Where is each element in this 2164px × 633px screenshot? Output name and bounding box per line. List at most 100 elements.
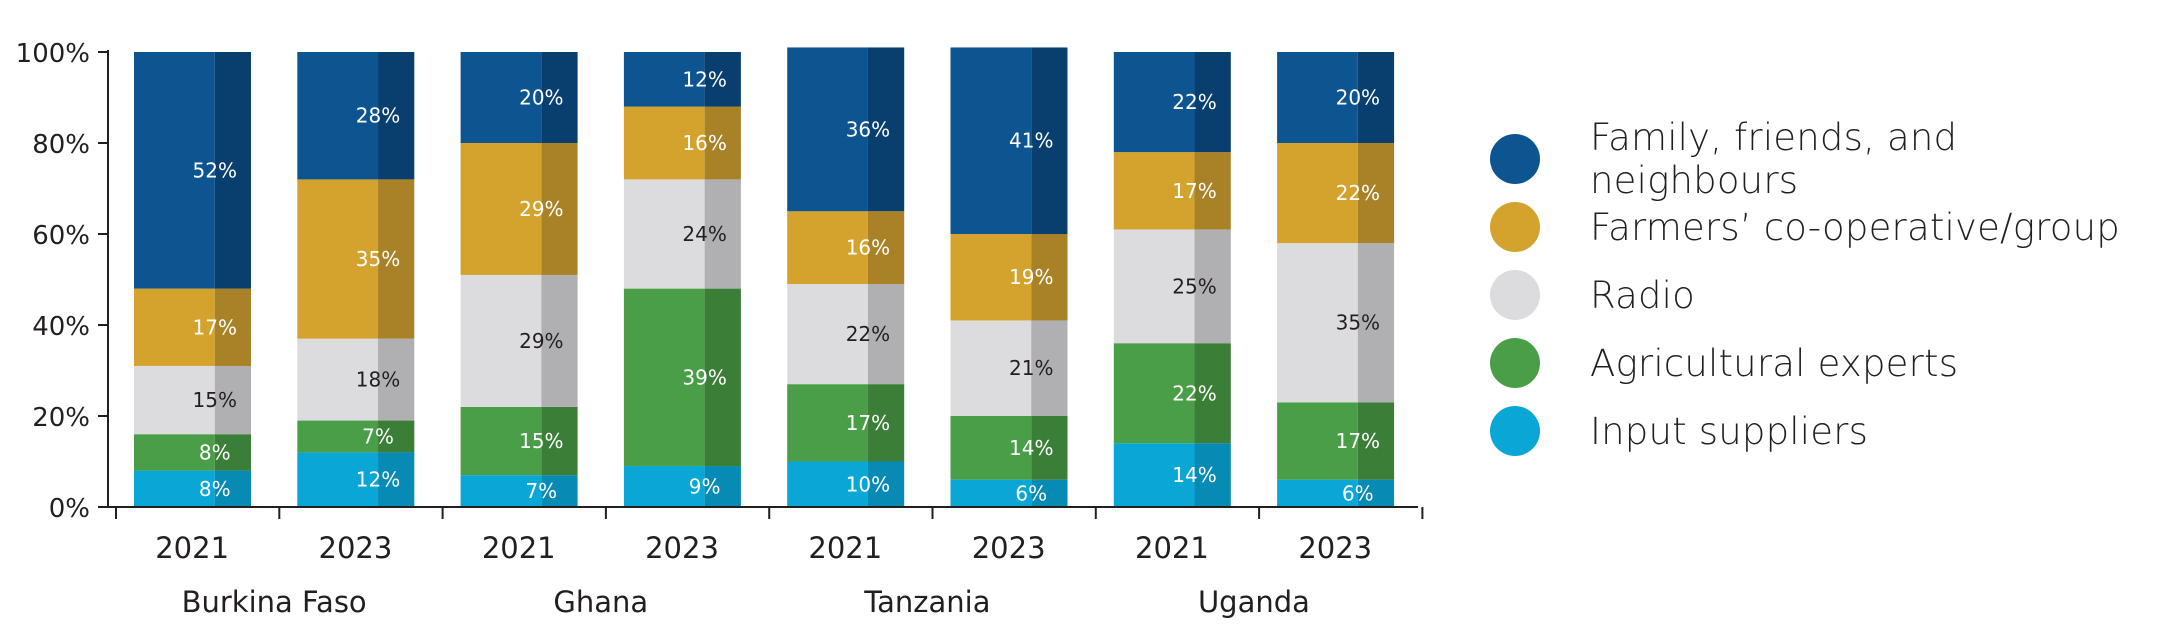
data-label-radio-6: 25% (1172, 274, 1216, 298)
group-label-ghana: Ghana (553, 585, 648, 619)
bar-segment-family-friends-and-neighbours-6 (1113, 52, 1195, 153)
x-tick-label-0: 2021 (155, 531, 229, 565)
bar-segment-input-suppliers-0 (134, 470, 215, 507)
bar-segment-shade-agricultural-experts-4 (867, 384, 905, 462)
bar-segment-radio-3 (623, 179, 705, 289)
y-tick-label-4: 80% (32, 130, 90, 160)
y-tick-label-2: 40% (32, 312, 90, 342)
legend-label-radio: Radio (1590, 273, 1695, 317)
x-tick-label-6: 2021 (1135, 531, 1209, 565)
bar-segment-farmers-co-operative-group-0 (134, 288, 215, 366)
data-label-radio-1: 18% (356, 368, 400, 392)
bar-segment-shade-radio-4 (867, 284, 905, 385)
bar-segment-family-friends-and-neighbours-4 (787, 47, 868, 212)
data-label-farmers-co-operative-group-6: 17% (1172, 179, 1216, 203)
data-label-family-friends-and-neighbours-6: 22% (1172, 90, 1216, 114)
bar-segment-radio-2 (460, 274, 542, 407)
bar-segment-input-suppliers-1 (297, 452, 379, 507)
data-label-farmers-co-operative-group-7: 22% (1336, 181, 1380, 205)
bar-segment-input-suppliers-6 (1113, 443, 1195, 507)
bar-segment-family-friends-and-neighbours-5 (950, 47, 1032, 235)
data-label-family-friends-and-neighbours-3: 12% (682, 67, 726, 91)
bar-segment-shade-agricultural-experts-3 (704, 288, 741, 467)
bar-segment-input-suppliers-2 (460, 475, 542, 507)
bar-segment-agricultural-experts-5 (950, 416, 1032, 480)
legend-label-cooperative: Farmers’ co-operative/group (1590, 205, 2120, 249)
bar-segment-agricultural-experts-1 (297, 420, 379, 453)
data-label-input-suppliers-7: 6% (1342, 481, 1374, 505)
bar-segment-shade-family-friends-and-neighbours-3 (704, 52, 741, 107)
bar-segment-input-suppliers-3 (623, 466, 705, 507)
legend-item-radio: Radio (1490, 261, 2164, 329)
bar-segment-agricultural-experts-0 (134, 434, 215, 471)
bar-segment-shade-radio-1 (378, 338, 415, 421)
chart-legend: Family, friends, and neighbours Farmers’… (1490, 116, 2164, 465)
legend-item-family: Family, friends, and neighbours (1490, 116, 2164, 202)
bar-segment-shade-input-suppliers-0 (214, 470, 251, 507)
legend-item-cooperative: Farmers’ co-operative/group (1490, 193, 2164, 261)
bar-segment-family-friends-and-neighbours-1 (297, 52, 379, 180)
bar-segment-radio-1 (297, 338, 379, 421)
bar-segment-shade-farmers-co-operative-group-2 (541, 143, 578, 275)
x-tick-label-2: 2021 (482, 531, 556, 565)
bar-segment-shade-radio-5 (1031, 320, 1068, 416)
bar-segment-shade-family-friends-and-neighbours-1 (378, 52, 415, 180)
legend-label-agricultural-experts: Agricultural experts (1590, 341, 1959, 385)
legend-swatch-family (1490, 134, 1540, 184)
bar-segment-shade-input-suppliers-3 (704, 466, 741, 507)
stacked-bar-chart: 8% 8% 15% 17% 52% 12% 7% 18% 35% 28% 7% 15% 29% 29% 20… (16, 39, 1424, 619)
bar-segment-shade-radio-3 (704, 179, 741, 289)
data-label-farmers-co-operative-group-0: 17% (193, 315, 237, 339)
data-label-agricultural-experts-3: 39% (682, 365, 726, 389)
bar-segment-shade-family-friends-and-neighbours-7 (1357, 52, 1395, 143)
bar-segment-shade-farmers-co-operative-group-3 (704, 106, 741, 180)
legend-swatch-input-suppliers (1490, 406, 1540, 456)
legend-swatch-agricultural-experts (1490, 338, 1540, 388)
bar-segment-shade-family-friends-and-neighbours-2 (541, 52, 578, 143)
y-tick-label-0: 0% (49, 494, 90, 524)
bar-segment-shade-agricultural-experts-2 (541, 406, 578, 476)
bar-segment-shade-agricultural-experts-5 (1031, 416, 1068, 480)
bar-segment-shade-farmers-co-operative-group-0 (214, 288, 251, 366)
data-label-radio-3: 24% (682, 222, 726, 246)
bar-segment-radio-0 (134, 365, 215, 435)
data-label-family-friends-and-neighbours-4: 36% (846, 117, 890, 141)
bar-segment-family-friends-and-neighbours-3 (623, 52, 705, 107)
bar-segment-shade-input-suppliers-4 (867, 461, 905, 507)
bar-segment-shade-family-friends-and-neighbours-4 (867, 47, 905, 212)
bar-segment-shade-agricultural-experts-7 (1357, 402, 1395, 480)
bar-segment-radio-6 (1113, 229, 1195, 344)
legend-label-family: Family, friends, and neighbours (1590, 116, 1958, 202)
bar-segment-family-friends-and-neighbours-7 (1277, 52, 1358, 143)
bar-segment-shade-agricultural-experts-6 (1194, 343, 1231, 444)
x-tick-label-5: 2023 (972, 531, 1046, 565)
bar-segment-shade-farmers-co-operative-group-6 (1194, 152, 1231, 230)
data-label-family-friends-and-neighbours-5: 41% (1009, 129, 1053, 153)
bar-segment-shade-farmers-co-operative-group-1 (378, 179, 415, 339)
bar-segment-shade-farmers-co-operative-group-7 (1357, 143, 1395, 244)
data-label-agricultural-experts-0: 8% (199, 440, 231, 464)
bar-segment-shade-agricultural-experts-0 (214, 434, 251, 471)
bar-segment-farmers-co-operative-group-6 (1113, 152, 1195, 230)
data-label-input-suppliers-6: 14% (1172, 463, 1216, 487)
data-label-agricultural-experts-7: 17% (1336, 429, 1380, 453)
bar-segment-shade-agricultural-experts-1 (378, 420, 415, 453)
data-label-input-suppliers-2: 7% (525, 479, 557, 503)
bar-segment-radio-7 (1277, 243, 1358, 403)
bar-segment-radio-5 (950, 320, 1032, 416)
data-label-radio-2: 29% (519, 329, 563, 353)
bar-segment-shade-radio-6 (1194, 229, 1231, 344)
bar-segment-farmers-co-operative-group-1 (297, 179, 379, 339)
y-tick-label-3: 60% (32, 221, 90, 251)
bar-segment-agricultural-experts-2 (460, 406, 542, 476)
data-label-agricultural-experts-5: 14% (1009, 436, 1053, 460)
bar-segment-agricultural-experts-4 (787, 384, 868, 462)
bar-segment-agricultural-experts-7 (1277, 402, 1358, 480)
y-tick-label-1: 20% (32, 403, 90, 433)
bar-segment-radio-4 (787, 284, 868, 385)
bar-segment-family-friends-and-neighbours-2 (460, 52, 542, 143)
bar-segment-shade-radio-2 (541, 274, 578, 407)
data-label-farmers-co-operative-group-2: 29% (519, 197, 563, 221)
bar-segment-shade-radio-0 (214, 365, 251, 435)
data-label-input-suppliers-4: 10% (846, 472, 890, 496)
